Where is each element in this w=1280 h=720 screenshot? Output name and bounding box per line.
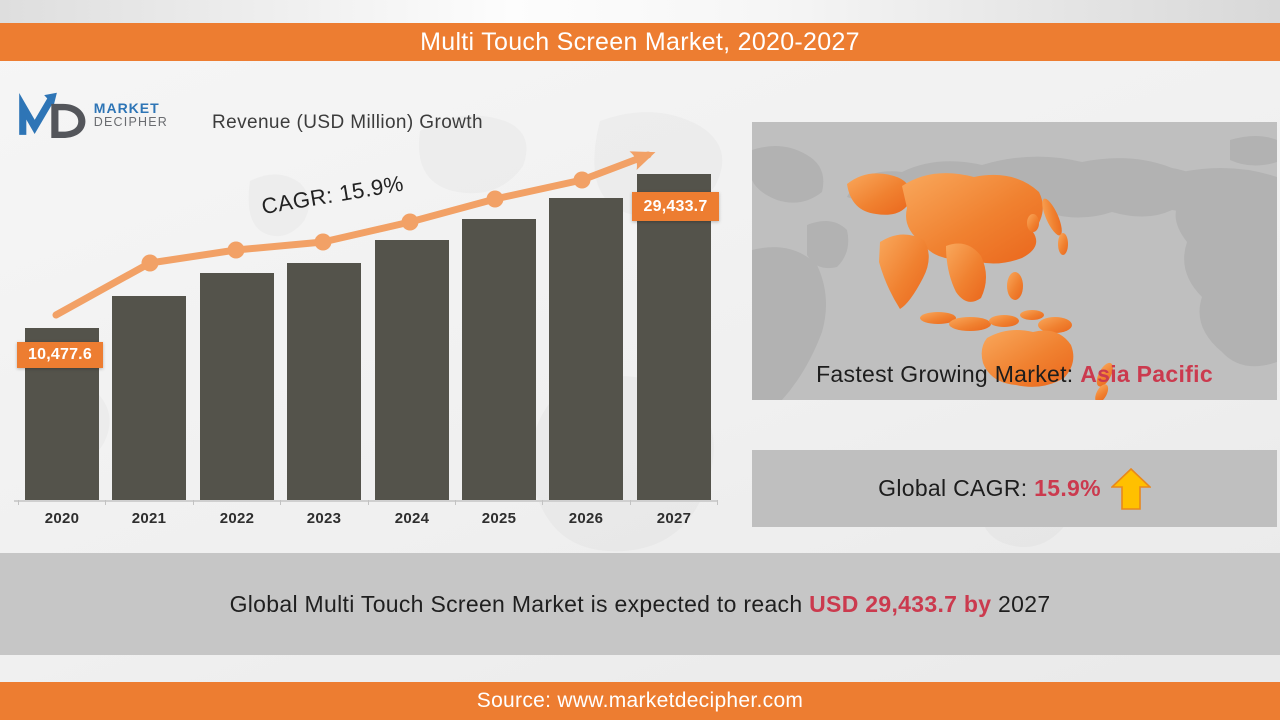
page-title: Multi Touch Screen Market, 2020-2027 <box>420 27 860 56</box>
source-text: Source: www.marketdecipher.com <box>476 689 804 712</box>
global-cagr-prefix: Global CAGR: <box>878 475 1035 501</box>
top-strip <box>0 0 1280 23</box>
global-cagr-value: 15.9% <box>1034 475 1101 501</box>
title-bar: Multi Touch Screen Market, 2020-2027 <box>0 23 1280 61</box>
source-bar: Source: www.marketdecipher.com <box>0 682 1280 720</box>
global-cagr-panel: Global CAGR: 15.9% <box>752 450 1277 527</box>
global-cagr-text: Global CAGR: 15.9% <box>878 475 1101 502</box>
logo-md-icon <box>19 92 86 139</box>
chart-title: Revenue (USD Million) Growth <box>212 112 483 133</box>
summary-highlight: USD 29,433.7 by <box>809 590 992 617</box>
caption-region: Asia Pacific <box>1080 361 1213 387</box>
market-decipher-logo: MARKET DECIPHER <box>18 86 168 144</box>
summary-text: Global Multi Touch Screen Market is expe… <box>230 591 1051 618</box>
map-region-other <box>752 136 1277 400</box>
map-region-asia-pacific <box>847 173 1113 400</box>
summary-suffix: 2027 <box>991 590 1051 617</box>
caption-prefix: Fastest Growing Market: <box>816 361 1081 387</box>
logo-brand-top: MARKET <box>93 100 160 117</box>
world-map <box>752 136 1277 400</box>
fastest-growing-market-caption: Fastest Growing Market: Asia Pacific <box>752 361 1277 388</box>
summary-prefix: Global Multi Touch Screen Market is expe… <box>229 590 810 617</box>
up-arrow-icon <box>1110 467 1151 510</box>
summary-band: Global Multi Touch Screen Market is expe… <box>0 553 1280 655</box>
logo-brand-bottom: DECIPHER <box>93 114 168 129</box>
asia-pacific-map-panel: Fastest Growing Market: Asia Pacific <box>752 122 1277 400</box>
